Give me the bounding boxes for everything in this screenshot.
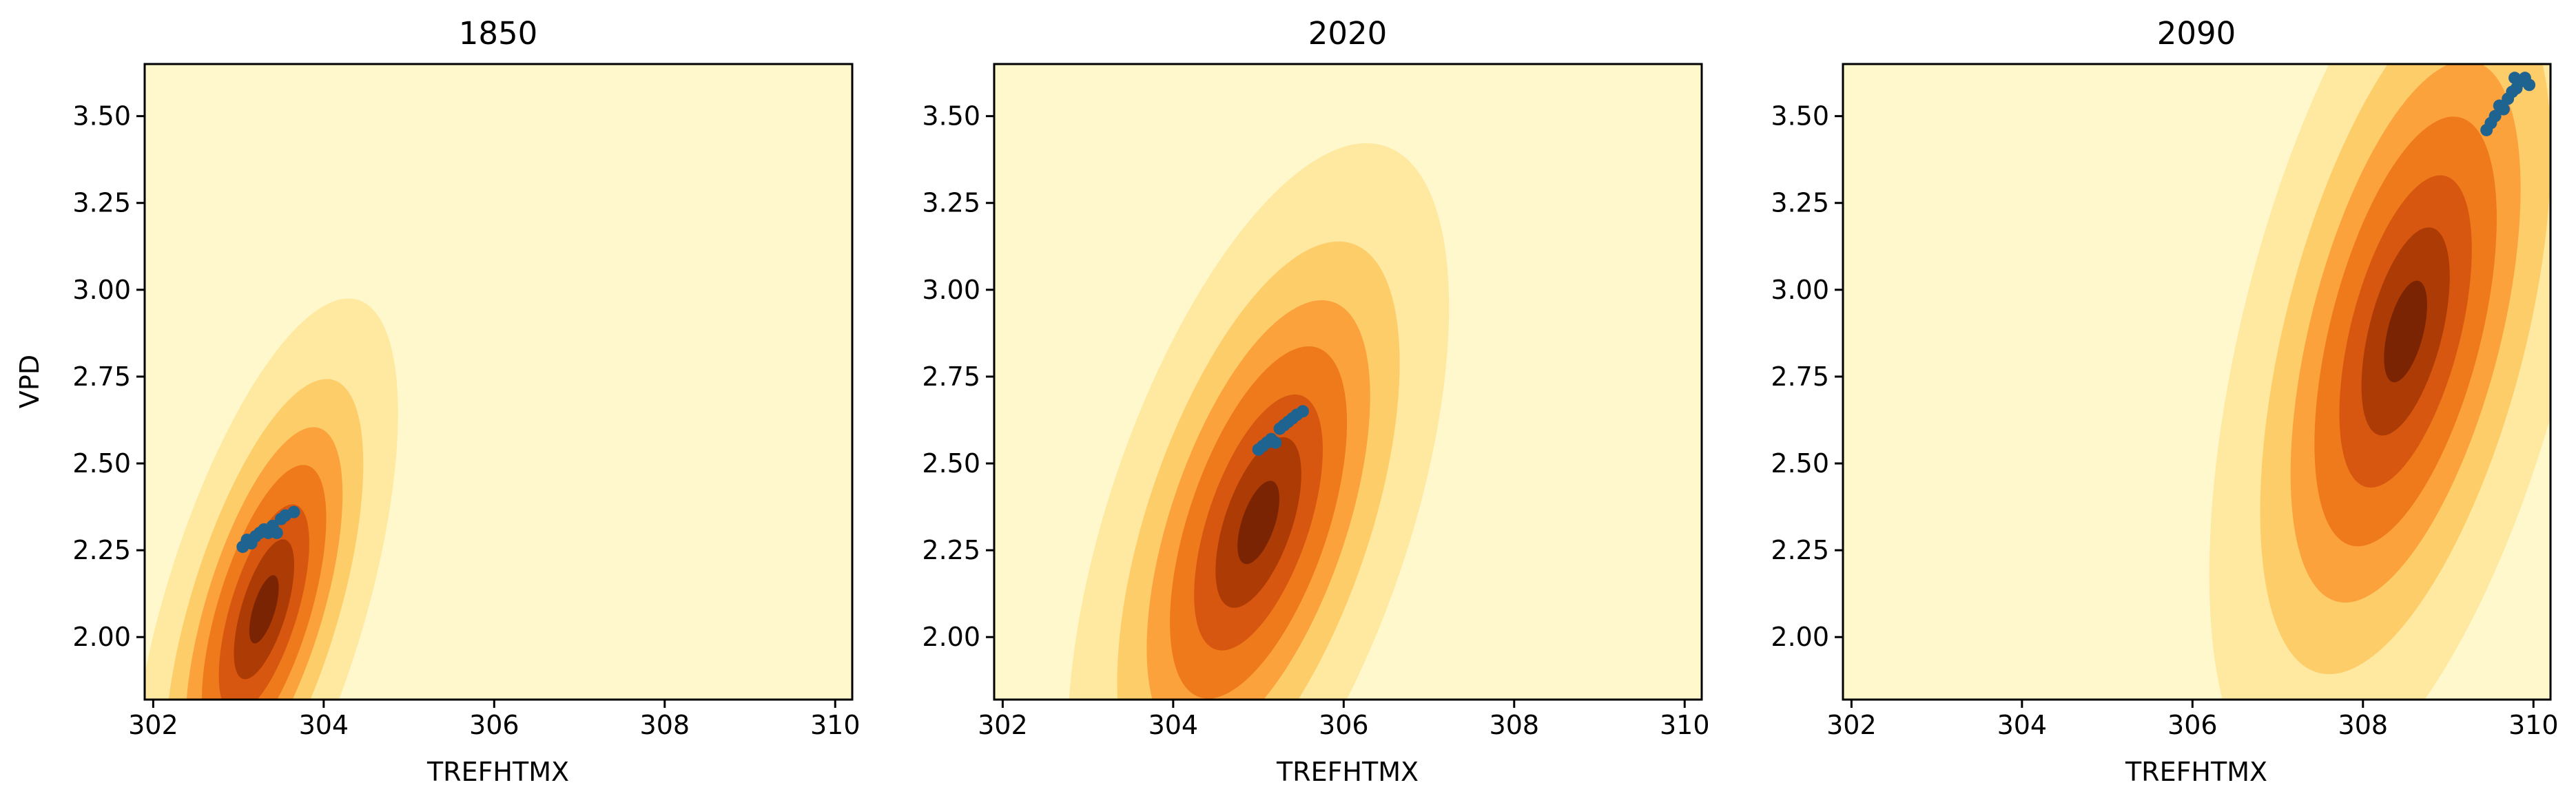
density-contours — [1067, 143, 1450, 700]
data-point — [2489, 109, 2502, 123]
y-tick-label: 3.25 — [72, 188, 131, 218]
x-axis-label: TREFHTMX — [426, 757, 569, 787]
y-tick-label: 2.75 — [72, 361, 131, 392]
density-level-7 — [1237, 481, 1279, 565]
y-tick-label: 3.25 — [1771, 188, 1829, 218]
y-tick-label: 3.50 — [922, 101, 980, 132]
panel-title: 2090 — [2157, 15, 2236, 52]
density-level-7 — [2384, 280, 2427, 383]
scatter-points — [236, 505, 300, 554]
density-level-7 — [249, 575, 279, 644]
y-tick-label: 2.25 — [72, 535, 131, 565]
x-tick-label: 306 — [1319, 710, 1369, 740]
y-ticks: 2.00 2.25 2.50 2.75 3.00 3.25 3.50 — [72, 101, 145, 652]
y-tick-label: 2.50 — [1771, 448, 1829, 479]
y-axis-label: VPD — [14, 355, 45, 408]
panel-2020: 302 304 306 308 310 2.00 2.25 2.50 2.75 3.00 3.25… — [922, 15, 1710, 787]
x-tick-label: 304 — [299, 710, 349, 740]
y-tick-label: 3.50 — [72, 101, 131, 132]
x-ticks: 302 304 306 308 310 — [978, 700, 1710, 740]
data-point — [287, 505, 300, 518]
x-tick-label: 306 — [469, 710, 519, 740]
y-tick-label: 2.50 — [922, 448, 980, 479]
x-tick-label: 308 — [2338, 710, 2389, 740]
x-tick-label: 308 — [640, 710, 690, 740]
x-tick-label: 302 — [978, 710, 1028, 740]
y-tick-label: 2.00 — [1771, 622, 1829, 652]
data-point — [2497, 103, 2510, 116]
x-ticks: 302 304 306 308 310 — [1826, 700, 2559, 740]
y-tick-label: 2.00 — [72, 622, 131, 652]
x-tick-label: 310 — [1660, 710, 1710, 740]
y-tick-label: 3.00 — [922, 275, 980, 305]
y-tick-label: 2.75 — [1771, 361, 1829, 392]
y-tick-label: 2.75 — [922, 361, 980, 392]
density-contours — [145, 298, 398, 700]
x-tick-label: 304 — [1997, 710, 2048, 740]
x-tick-label: 306 — [2167, 710, 2218, 740]
panel-2090: 302 304 306 308 310 2.00 2.25 2.50 2.75 3.00 3.25… — [1771, 15, 2559, 787]
y-tick-label: 2.50 — [72, 448, 131, 479]
panel-title: 1850 — [459, 15, 538, 52]
scatter-points — [1252, 405, 1309, 456]
data-point — [2508, 72, 2522, 85]
y-tick-label: 2.25 — [922, 535, 980, 565]
data-point — [2523, 78, 2536, 92]
x-tick-label: 310 — [2508, 710, 2559, 740]
y-tick-label: 2.00 — [922, 622, 980, 652]
x-axis-label: TREFHTMX — [1276, 757, 1419, 787]
plot-frame — [993, 63, 1703, 701]
y-tick-label: 3.50 — [1771, 101, 1829, 132]
x-tick-label: 310 — [810, 710, 861, 740]
y-tick-label: 3.00 — [72, 275, 131, 305]
panel-title: 2020 — [1308, 15, 1388, 52]
y-tick-label: 2.25 — [1771, 535, 1829, 565]
panel-1850: 302 304 306 308 310 2.00 2.25 2.50 2.75 3.00 3.25… — [14, 15, 861, 787]
plot-frame — [143, 63, 854, 701]
scatter-points — [2480, 72, 2536, 136]
x-tick-label: 304 — [1148, 710, 1199, 740]
data-point — [270, 526, 283, 539]
x-tick-label: 308 — [1490, 710, 1540, 740]
plot-frame — [1842, 63, 2552, 701]
x-axis-label: TREFHTMX — [2125, 757, 2267, 787]
y-tick-label: 3.25 — [922, 188, 980, 218]
y-ticks: 2.00 2.25 2.50 2.75 3.00 3.25 3.50 — [922, 101, 994, 652]
x-ticks: 302 304 306 308 310 — [128, 700, 861, 740]
data-point — [1269, 436, 1282, 449]
y-ticks: 2.00 2.25 2.50 2.75 3.00 3.25 3.50 — [1771, 101, 1843, 652]
data-point — [1296, 405, 1309, 418]
y-tick-label: 3.00 — [1771, 275, 1829, 305]
x-tick-label: 302 — [1826, 710, 1877, 740]
x-tick-label: 302 — [128, 710, 178, 740]
